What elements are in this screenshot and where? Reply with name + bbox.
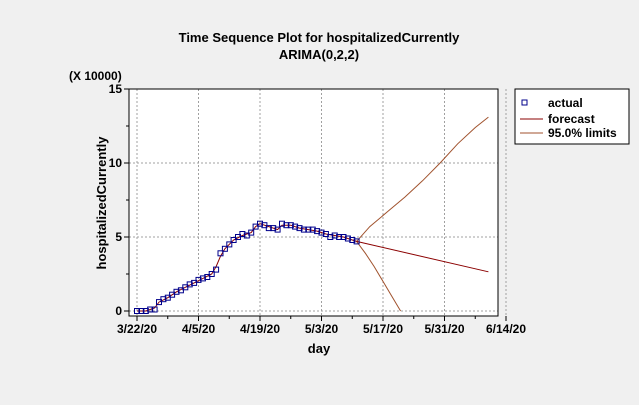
x-tick-label: 6/14/20 — [486, 322, 526, 336]
y-scale-label: (X 10000) — [69, 69, 122, 83]
chart-title: Time Sequence Plot for hospitalizedCurre… — [179, 30, 461, 45]
plot-frame — [128, 88, 499, 317]
x-tick-label: 5/31/20 — [424, 322, 464, 336]
actual-point — [226, 241, 233, 248]
actual-point — [217, 250, 224, 257]
actual-point — [292, 223, 299, 230]
x-tick-label: 5/3/20 — [305, 322, 339, 336]
actual-point — [296, 225, 303, 232]
actual-point — [265, 225, 272, 232]
actual-point — [344, 235, 351, 242]
actual-point — [270, 225, 277, 232]
legend-limits-label: 95.0% limits — [548, 126, 617, 140]
actual-point — [160, 296, 167, 303]
x-tick-label: 5/17/20 — [363, 322, 403, 336]
actual-markers — [134, 220, 360, 314]
chart-subtitle: ARIMA(0,2,2) — [279, 47, 359, 62]
y-tick-label: 15 — [109, 82, 123, 96]
actual-point — [309, 226, 316, 233]
plot-area — [129, 89, 498, 316]
actual-point — [283, 222, 290, 229]
legend-box — [514, 88, 630, 145]
axes: 3/22/20 4/5/20 4/19/20 5/3/20 5/17/20 5/31/20… — [109, 82, 527, 336]
actual-point — [318, 229, 325, 236]
x-tick-label: 3/22/20 — [117, 322, 157, 336]
actual-point — [331, 232, 338, 239]
actual-point — [279, 220, 285, 227]
forecast-line — [137, 223, 489, 312]
actual-point — [195, 276, 202, 283]
actual-point — [327, 234, 334, 240]
y-tick-label: 10 — [109, 156, 123, 170]
actual-point — [239, 231, 246, 237]
actual-point — [248, 229, 255, 236]
actual-point — [336, 234, 343, 240]
actual-point — [314, 228, 321, 235]
actual-point — [173, 288, 180, 295]
actual-point — [257, 220, 263, 227]
actual-point — [142, 308, 149, 314]
upper-limit-line — [356, 116, 489, 242]
legend-forecast-label: forecast — [548, 112, 595, 126]
actual-point — [305, 226, 312, 233]
actual-point — [349, 237, 356, 243]
actual-point — [147, 306, 154, 313]
y-tick-label: 5 — [115, 230, 122, 244]
actual-point — [300, 226, 307, 233]
actual-point — [138, 308, 145, 314]
actual-point — [221, 245, 228, 252]
y-tick-label: 0 — [115, 304, 122, 318]
legend-actual-label: actual — [548, 96, 583, 110]
actual-point — [208, 271, 215, 277]
forecast-line-layer — [137, 223, 489, 312]
actual-point — [199, 275, 206, 282]
actual-point — [151, 306, 158, 313]
actual-point — [340, 234, 347, 240]
y-axis-label: hospitalizedCurrently — [94, 136, 109, 270]
actual-point — [287, 222, 294, 229]
x-tick-label: 4/5/20 — [182, 322, 216, 336]
actual-point — [213, 266, 220, 273]
actual-point — [134, 308, 140, 314]
x-tick-label: 4/19/20 — [240, 322, 280, 336]
actual-point — [353, 238, 360, 245]
legend: actual forecast 95.0% limits — [514, 88, 630, 145]
x-axis-label: day — [308, 341, 331, 356]
actual-point — [186, 281, 193, 288]
actual-point — [274, 226, 281, 233]
confidence-band — [356, 116, 489, 312]
lower-limit-line — [356, 241, 402, 312]
legend-actual-marker-icon — [521, 99, 528, 106]
